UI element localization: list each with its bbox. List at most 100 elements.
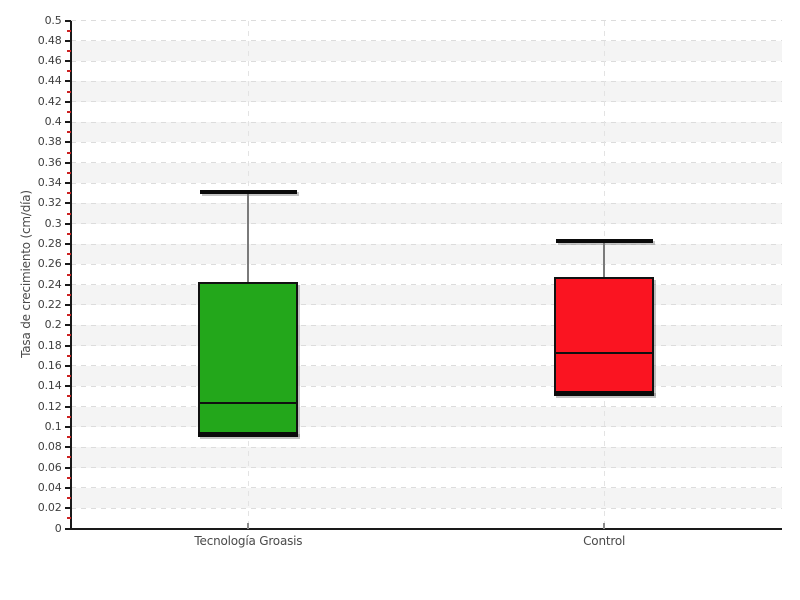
whisker-cap-upper-tecnologia-groasis xyxy=(199,190,297,195)
y-tick xyxy=(64,161,71,164)
h-gridline xyxy=(70,182,782,184)
y-tick xyxy=(64,100,71,103)
grid-band xyxy=(70,487,782,509)
y-tick xyxy=(64,405,71,408)
y-tick xyxy=(64,364,71,367)
y-tick xyxy=(64,263,71,266)
h-gridline xyxy=(70,365,782,367)
h-gridline xyxy=(70,385,782,387)
h-gridline xyxy=(70,202,782,204)
y-tick xyxy=(64,425,71,428)
grid-band xyxy=(70,162,782,184)
y-tick xyxy=(64,466,71,469)
grid-band xyxy=(70,203,782,224)
y-minor-tick xyxy=(66,354,71,357)
y-tick-label: 0.12 xyxy=(37,399,62,413)
grid-band xyxy=(70,40,782,62)
y-minor-tick xyxy=(66,232,71,235)
y-tick-label: 0.22 xyxy=(37,297,62,311)
y-minor-tick xyxy=(66,517,71,520)
grid-band xyxy=(70,122,782,143)
y-tick xyxy=(64,283,71,286)
y-axis-line xyxy=(69,20,72,530)
y-minor-tick xyxy=(66,273,71,276)
y-tick-label: 0.32 xyxy=(37,196,62,210)
h-gridline xyxy=(70,487,782,489)
x-axis-line xyxy=(69,527,782,530)
y-tick xyxy=(64,527,71,530)
x-category-label-control: Control xyxy=(583,533,626,548)
y-tick-label: 0.02 xyxy=(37,501,62,515)
y-minor-tick xyxy=(66,415,71,418)
y-tick xyxy=(64,39,71,42)
y-minor-tick xyxy=(66,90,71,93)
y-tick-label: 0.14 xyxy=(37,379,62,393)
y-tick-label: 0.5 xyxy=(44,13,62,27)
y-minor-tick xyxy=(66,334,71,337)
h-gridline xyxy=(70,80,782,82)
h-gridline xyxy=(70,121,782,123)
whisker-cap-upper-control xyxy=(555,238,653,243)
x-category-label-tecnologia-groasis: Tecnología Groasis xyxy=(194,533,303,548)
grid-band xyxy=(70,325,782,346)
y-tick-label: 0.44 xyxy=(37,74,62,88)
h-gridline xyxy=(70,162,782,164)
y-tick-label: 0.16 xyxy=(37,358,62,372)
h-gridline xyxy=(70,467,782,469)
h-gridline xyxy=(70,223,782,225)
h-gridline xyxy=(70,40,782,42)
x-tick-control xyxy=(603,522,606,529)
y-tick-label: 0.28 xyxy=(37,237,62,251)
h-gridline xyxy=(70,507,782,509)
whisker-cap-lower-control xyxy=(554,391,655,397)
x-tick-tecnologia-groasis xyxy=(247,522,250,529)
y-minor-tick xyxy=(66,29,71,32)
y-minor-tick xyxy=(66,497,71,500)
y-tick-label: 0.1 xyxy=(44,419,62,433)
y-tick xyxy=(64,344,71,347)
grid-band xyxy=(70,284,782,305)
grid-band xyxy=(70,406,782,427)
y-minor-tick xyxy=(66,476,71,479)
y-tick-label: 0.2 xyxy=(44,318,62,332)
h-gridline xyxy=(70,304,782,306)
y-minor-tick xyxy=(66,70,71,73)
y-tick-label: 0.38 xyxy=(37,135,62,149)
y-tick xyxy=(64,507,71,510)
h-gridline xyxy=(70,101,782,103)
median-line-control xyxy=(556,351,653,354)
h-gridline xyxy=(70,20,782,21)
y-tick-label: 0.36 xyxy=(37,155,62,169)
y-minor-tick xyxy=(66,436,71,439)
median-line-tecnologia-groasis xyxy=(200,401,297,404)
y-minor-tick xyxy=(66,375,71,378)
y-tick-label: 0.46 xyxy=(37,54,62,68)
box-control xyxy=(554,276,655,394)
y-minor-tick xyxy=(66,395,71,398)
grid-band xyxy=(70,447,782,468)
h-gridline xyxy=(70,426,782,428)
h-gridline xyxy=(70,345,782,347)
y-tick xyxy=(64,486,71,489)
y-tick xyxy=(64,80,71,83)
y-tick xyxy=(64,141,71,144)
h-gridline xyxy=(70,141,782,143)
y-tick xyxy=(64,60,71,63)
y-minor-tick xyxy=(66,131,71,134)
grid-band xyxy=(70,81,782,102)
y-tick-label: 0.08 xyxy=(37,440,62,454)
whisker-line-upper-control xyxy=(603,240,606,277)
h-gridline xyxy=(70,284,782,286)
y-tick xyxy=(64,222,71,225)
y-tick-label: 0.3 xyxy=(44,216,62,230)
y-minor-tick xyxy=(66,456,71,459)
y-tick-label: 0.4 xyxy=(44,115,62,129)
y-tick-label: 0 xyxy=(54,521,62,535)
y-minor-tick xyxy=(66,49,71,52)
y-tick xyxy=(64,121,71,124)
grid-band xyxy=(70,244,782,265)
y-tick xyxy=(64,446,71,449)
y-tick-label: 0.48 xyxy=(37,33,62,47)
